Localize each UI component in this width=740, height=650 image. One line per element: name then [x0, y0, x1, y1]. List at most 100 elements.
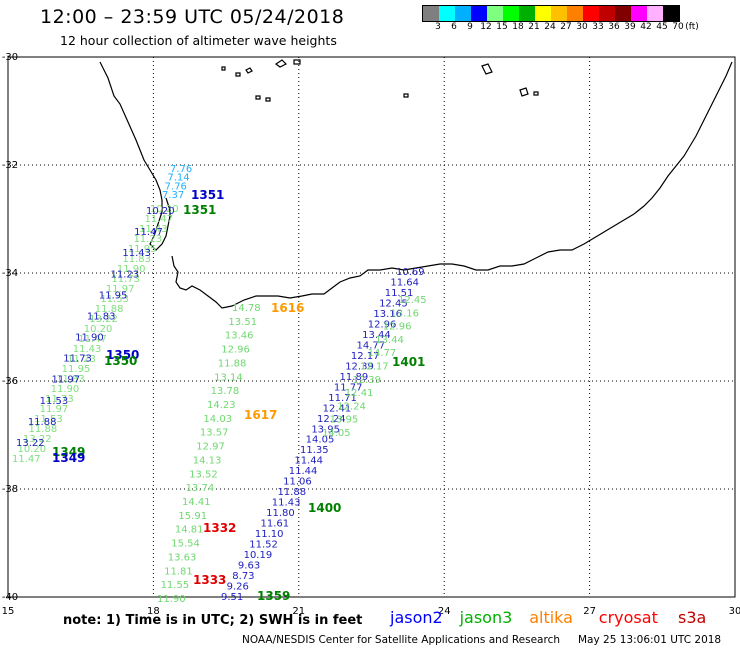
- jason3-swh-value: 13.22: [23, 434, 52, 445]
- jason2-swh-value: 11.52: [249, 540, 278, 551]
- satellite-legend-item: jason2: [390, 608, 443, 627]
- longitude-tick-label: 21: [292, 606, 305, 617]
- credit: NOAA/NESDIS Center for Satellite Applica…: [242, 634, 560, 646]
- color-legend-labels: 3 6 9 12 15 18 21 24 27 30 33 36 39 42 45 70 (ft): [422, 22, 740, 36]
- color-swatch: [583, 6, 599, 21]
- jason2-pass-label: 1349: [52, 451, 85, 465]
- island-2: [235, 72, 241, 77]
- jason3-pass-label: 1400: [308, 501, 341, 515]
- longitude-tick-label: 15: [2, 606, 15, 617]
- jason2-swh-value: 11.43: [272, 498, 301, 509]
- latitude-tick-label: -32: [2, 160, 18, 171]
- jason2-swh-value: 13.22: [16, 438, 45, 449]
- color-legend-label: 6: [451, 22, 457, 32]
- jason2-swh-value: 13.44: [362, 330, 391, 341]
- jason3-swh-value: 12.97: [196, 442, 225, 453]
- jason3-swh-value: 11.90: [51, 384, 80, 395]
- jason3-swh-value: 12.96: [221, 345, 250, 356]
- island-10: [403, 93, 409, 98]
- jason3-swh-value: 11.53: [100, 294, 129, 305]
- jason3-swh-value: 14.41: [182, 497, 211, 508]
- jason2-swh-value: 13.16: [373, 309, 402, 320]
- longitude-tick-label: 30: [729, 606, 740, 617]
- jason3-swh-value: 11.23: [67, 354, 96, 365]
- color-swatch: [439, 6, 455, 21]
- jason3-swh-value: 13.52: [189, 469, 218, 480]
- jason2-pass-label: 1351: [191, 188, 224, 202]
- color-legend-label: 3: [435, 22, 441, 32]
- jason2-swh-value: 12.24: [317, 414, 346, 425]
- color-swatch: [471, 6, 487, 21]
- color-swatch: [663, 6, 679, 21]
- island-11: [533, 91, 539, 96]
- color-legend-label: 30: [576, 22, 588, 32]
- color-swatch: [567, 6, 583, 21]
- jason2-pass-label: 1350: [106, 348, 139, 362]
- jason2-swh-value: 10.19: [244, 550, 273, 561]
- color-legend-label: 27: [560, 22, 572, 32]
- island-8: [481, 63, 493, 75]
- jason3-pass-label: 1401: [392, 355, 425, 369]
- color-legend-label: 36: [608, 22, 620, 32]
- jason3-swh-value: 14.13: [193, 455, 222, 466]
- island-7: [293, 59, 301, 65]
- color-swatch: [647, 6, 663, 21]
- latitude-tick-label: -30: [2, 52, 18, 63]
- color-legend-label: 9: [467, 22, 473, 32]
- jason3-swh-value: 11.23: [133, 234, 162, 245]
- color-swatch: [631, 6, 647, 21]
- color-swatch: [519, 6, 535, 21]
- jason2-swh-value: 11.73: [63, 354, 92, 365]
- jason3-swh-value: 14.78: [232, 303, 261, 314]
- altika-pass-label: 1616: [271, 301, 304, 315]
- jason3-swh-value: 13.22: [89, 314, 118, 325]
- jason2-swh-value: 12.45: [379, 298, 408, 309]
- jason3-swh-value: 11.73: [45, 394, 74, 405]
- altimeter-swh-value: 7.37: [162, 190, 184, 201]
- jason2-swh-value: 11.89: [340, 372, 369, 383]
- color-legend-label: 15: [496, 22, 508, 32]
- color-legend-unit: (ft): [685, 22, 699, 32]
- coastline-south: [171, 61, 733, 309]
- color-swatch: [535, 6, 551, 21]
- satellite-legend-item: cryosat: [598, 608, 658, 627]
- jason3-swh-value: 12.41: [345, 388, 374, 399]
- jason3-swh-value: 13.74: [186, 483, 215, 494]
- jason3-swh-value: 11.90: [117, 264, 146, 275]
- jason3-swh-value: 10.20: [84, 324, 113, 335]
- jason3-swh-value: 14.81: [175, 525, 204, 536]
- jason3-swh-value: 14.05: [322, 428, 351, 439]
- jason3-swh-value: 11.55: [161, 580, 190, 591]
- jason3-pass-label: 1350: [104, 354, 137, 368]
- color-swatch: [503, 6, 519, 21]
- jason3-swh-value: 13.95: [330, 415, 359, 426]
- color-swatch: [615, 6, 631, 21]
- jason3-swh-value: 11.97: [40, 404, 69, 415]
- jason3-swh-value: 11.83: [122, 254, 151, 265]
- latitude-tick-label: -38: [2, 484, 18, 495]
- jason3-swh-value: 11.47: [144, 214, 173, 225]
- jason3-swh-value: 11.95: [62, 364, 91, 375]
- footnote: note: 1) Time is in UTC; 2) SWH is in fe…: [63, 613, 363, 628]
- island-5: [265, 97, 271, 102]
- jason2-swh-value: 11.61: [261, 519, 290, 530]
- jason3-swh-value: 15.54: [171, 539, 200, 550]
- cryosat-pass-label: 1333: [193, 573, 226, 587]
- jason3-swh-value: 14.77: [368, 348, 397, 359]
- jason3-swh-value: 14.23: [207, 400, 236, 411]
- jason2-swh-value: 11.44: [294, 456, 323, 467]
- color-swatch: [599, 6, 615, 21]
- island-4: [255, 95, 261, 100]
- coastline: [99, 59, 733, 309]
- jason2-swh-value: 11.71: [328, 393, 357, 404]
- jason3-swh-value: 13.78: [211, 386, 240, 397]
- jason2-swh-value: 10.20: [146, 206, 175, 217]
- jason3-pass-label: 1351: [183, 203, 216, 217]
- jason3-swh-value: 13.51: [228, 317, 257, 328]
- jason3-swh-value: 12.17: [360, 362, 389, 373]
- jason2-swh-value: 9.63: [238, 561, 260, 572]
- jason2-swh-value: 9.26: [227, 582, 249, 593]
- jason2-swh-value: 11.47: [134, 227, 163, 238]
- color-legend-label: 24: [544, 22, 556, 32]
- jason2-swh-value: 11.95: [99, 290, 128, 301]
